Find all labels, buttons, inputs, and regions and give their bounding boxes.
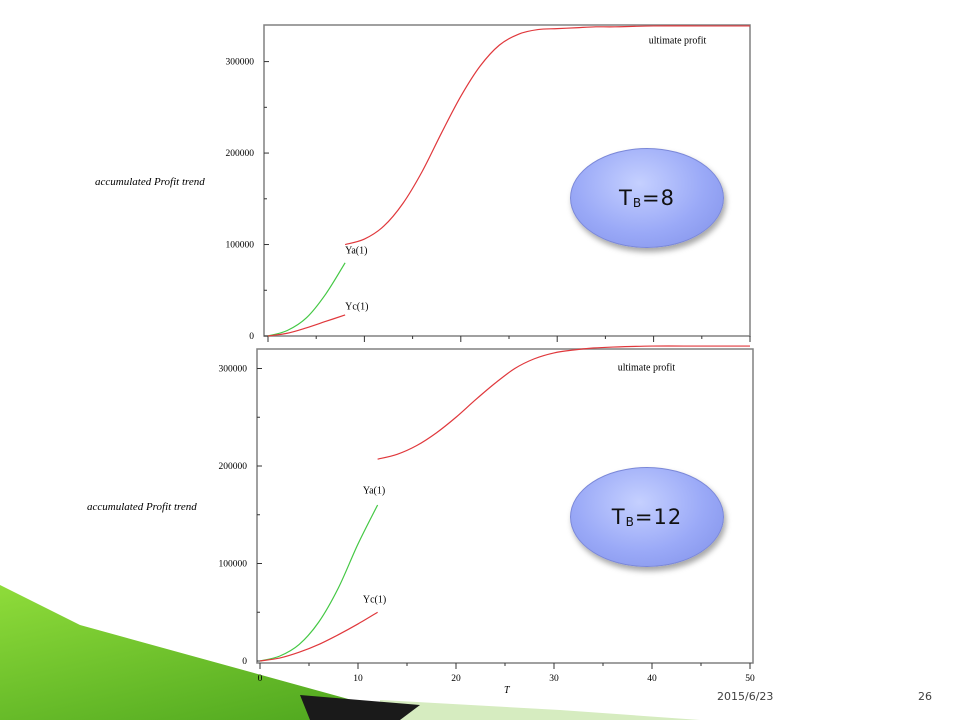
badge-sub: B [625,515,635,529]
badge-t: T [611,505,626,529]
x-tick-label: 10 [353,674,363,684]
series-line-yc-1- [259,611,378,662]
green-swoosh [0,585,600,720]
x-tick-label: 50 [745,674,755,684]
y-tick-label: 100000 [219,560,248,570]
y-tick-label: 0 [249,332,254,342]
x-tick-label: 30 [549,674,559,684]
x-tick-label: 20 [451,674,461,684]
y-tick-label: 200000 [219,462,248,472]
series-label: Ya(1) [345,246,367,257]
tb-badge: T B =8 [570,148,724,248]
y-axis-label: accumulated Profit trend [87,501,197,513]
y-axis-label: accumulated Profit trend [95,176,205,188]
series-line-ya-1- [267,262,346,337]
series-label: ultimate profit [618,362,676,373]
plot-frame [263,24,751,337]
badge-value: =8 [642,186,676,210]
series-line-ultimate-profit [344,25,750,246]
series-label: ultimate profit [649,35,707,46]
light-swoosh [380,700,700,720]
y-tick-label: 300000 [219,365,248,375]
series-line-yc-1- [267,314,346,337]
badge-t: T [618,186,633,210]
y-tick-label: 200000 [226,149,255,159]
series-label: Yc(1) [345,301,368,312]
series-line-ultimate-profit [377,345,750,460]
tb-badge: T B =12 [570,467,724,567]
x-tick-label: 0 [258,674,263,684]
slide-date: 2015/6/23 [717,690,774,703]
x-axis-label: T [504,685,511,696]
series-label: Ya(1) [363,485,385,496]
y-tick-label: 300000 [226,58,255,68]
series-label: Yc(1) [363,595,386,606]
badge-value: =12 [634,505,683,529]
dark-swoosh [300,695,420,720]
y-tick-label: 0 [242,657,247,667]
x-tick-label: 40 [647,674,657,684]
slide-page-number: 26 [918,690,932,703]
series-line-ya-1- [259,504,379,662]
badge-sub: B [632,196,643,210]
y-tick-label: 100000 [226,241,255,251]
